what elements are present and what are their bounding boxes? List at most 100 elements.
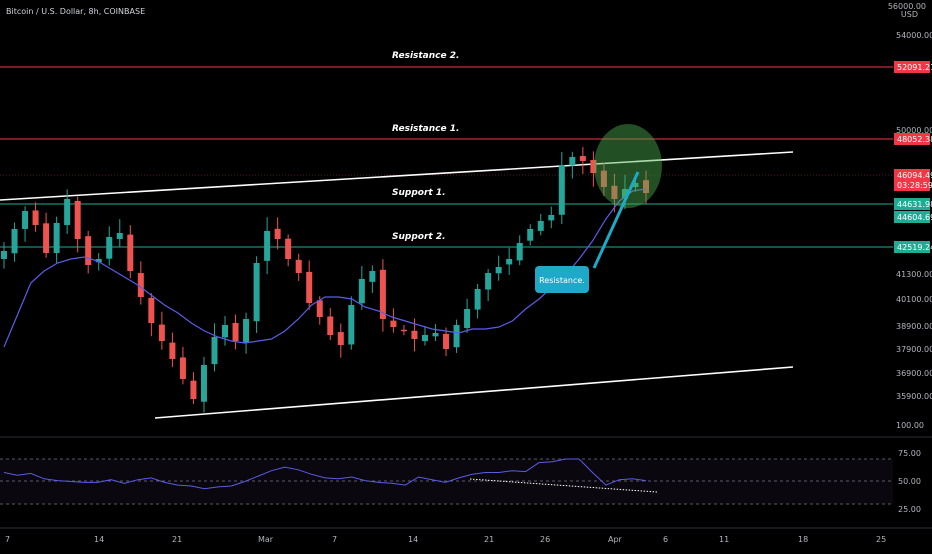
price-tick-label: 40100.00 (896, 295, 932, 304)
candle-body (327, 316, 334, 335)
candle-body (495, 267, 502, 274)
support-2-label: Support 2. (392, 232, 446, 242)
time-tick-label: 25 (876, 535, 886, 544)
rsi-tick-label: 50.00 (898, 477, 921, 486)
time-tick-label: 11 (719, 535, 729, 544)
candle-body (548, 215, 555, 221)
candle-body (264, 231, 271, 261)
candle-body (95, 259, 102, 263)
tag-ma-price (894, 211, 930, 223)
candle-body (474, 289, 481, 310)
time-axis[interactable]: 7 14 21 Mar 7 14 21 26 Apr 6 11 18 25 (5, 535, 886, 544)
time-tick-label: 18 (798, 535, 808, 544)
time-tick-label: 21 (172, 535, 182, 544)
price-tick-label: 41300.00 (896, 270, 932, 279)
time-tick-label: 14 (408, 535, 418, 544)
tag-resistance-1-value: 48052.38 (897, 135, 932, 144)
annotation-box (535, 266, 589, 293)
candle-body (274, 228, 281, 239)
time-tick-label: Apr (608, 535, 623, 544)
price-tick-label: 35900.00 (896, 392, 932, 401)
candle-body (453, 325, 460, 348)
candle-body (337, 332, 344, 345)
candle-body (590, 159, 597, 173)
candle-body (22, 211, 29, 229)
candle-body (527, 229, 534, 241)
candle-body (611, 185, 618, 199)
candle-body (621, 189, 628, 199)
tag-countdown: 03:28:59 (897, 181, 932, 190)
tag-support-2-value: 42519.24 (897, 243, 932, 252)
candle-body (558, 165, 565, 215)
candle-body (569, 157, 576, 166)
tag-resistance-1 (894, 133, 930, 145)
tag-support-1-value: 44631.98 (897, 200, 932, 209)
candle-body (148, 297, 155, 323)
price-tags: 52091.21 48052.38 46094.49 03:28:59 4463… (894, 61, 932, 253)
candle-body (253, 263, 260, 322)
candle-body (348, 305, 355, 345)
rsi-line (3, 458, 647, 490)
price-tick-label: 100.00 (896, 421, 924, 430)
candle-body (411, 330, 418, 339)
price-axis[interactable]: 56000.00 USD 54000.00 50000.00 41300.00 … (888, 2, 932, 430)
candle-body (64, 199, 71, 226)
candle-body (211, 337, 218, 365)
price-tick-label: 37900.00 (896, 345, 932, 354)
rsi-divergence-line[interactable] (469, 478, 658, 493)
resistance-1-label: Resistance 1. (392, 124, 459, 134)
candle-body (158, 324, 165, 341)
candle-body (506, 259, 513, 265)
axis-currency-label: USD (901, 10, 918, 19)
time-tick-label: 7 (332, 535, 337, 544)
candle-body (464, 309, 471, 328)
candle-body (179, 357, 186, 379)
axis-top-label: 56000.00 (888, 2, 926, 11)
tag-resistance-2 (894, 61, 930, 73)
candle-body (400, 329, 407, 332)
candle-body (600, 170, 607, 187)
annotation-callout[interactable]: Resistance. (535, 266, 589, 293)
tag-current-price-value: 46094.49 (897, 171, 932, 180)
candle-body (485, 273, 492, 290)
tag-support-1 (894, 198, 930, 210)
tag-ma-price-value: 44604.69 (897, 213, 932, 222)
candle-body (243, 319, 250, 343)
time-tick-label: 21 (484, 535, 494, 544)
symbol-title: Bitcoin / U.S. Dollar, 8h, COINBASE (6, 7, 145, 16)
candle-body (85, 236, 92, 265)
level-labels: Resistance 2. Resistance 1. Support 1. S… (392, 51, 459, 242)
candle-body (200, 365, 207, 402)
time-tick-label: Mar (258, 535, 274, 544)
highlight-circle[interactable] (594, 124, 662, 208)
candle-body (43, 223, 50, 253)
candle-body (295, 259, 302, 273)
tag-resistance-2-value: 52091.21 (897, 63, 932, 72)
rsi-tick-label: 75.00 (898, 449, 921, 458)
candle-body (127, 234, 134, 271)
candlestick-series (1, 147, 649, 413)
rsi-pane[interactable]: 75.00 50.00 25.00 (0, 449, 921, 514)
candle-body (1, 251, 7, 259)
candle-body (137, 273, 144, 297)
tag-current-price (894, 169, 930, 191)
resistance-2-label: Resistance 2. (392, 51, 459, 61)
price-tick-label: 50000.00 (896, 126, 932, 135)
time-tick-label: 7 (5, 535, 10, 544)
lower-trendline[interactable] (154, 366, 794, 419)
candle-body (632, 183, 639, 188)
candle-body (53, 223, 60, 254)
candle-body (232, 322, 239, 341)
candle-body (222, 325, 229, 338)
candle-body (443, 333, 450, 349)
candle-body (106, 237, 113, 259)
tag-support-2 (894, 241, 930, 253)
rsi-tick-label: 25.00 (898, 505, 921, 514)
candle-body (169, 342, 176, 359)
candle-body (432, 333, 439, 337)
upper-trendline[interactable] (0, 151, 794, 201)
price-tick-label: 36900.00 (896, 369, 932, 378)
